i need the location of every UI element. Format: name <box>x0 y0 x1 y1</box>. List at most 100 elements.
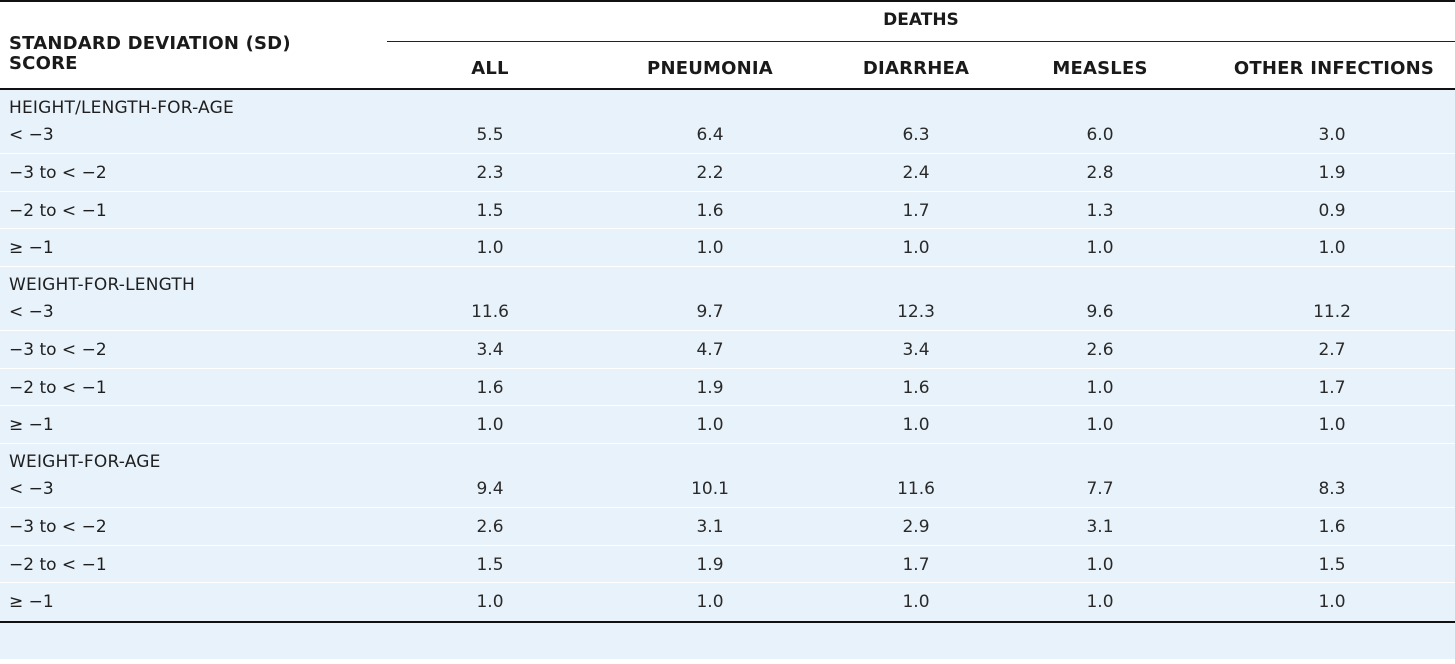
row-label: < −3 <box>9 125 54 145</box>
cell-all: 1.0 <box>476 592 504 612</box>
column-header-measles: MEASLES <box>1052 58 1148 79</box>
section-title-weight-for-age: WEIGHT-FOR-AGE <box>9 452 161 472</box>
row-label: −2 to < −1 <box>9 201 107 221</box>
cell-other-infections: 2.7 <box>1318 340 1346 360</box>
column-header-all: ALL <box>471 58 509 79</box>
cell-pneumonia: 4.7 <box>696 340 724 360</box>
cell-pneumonia: 1.0 <box>696 592 724 612</box>
cell-diarrhea: 1.6 <box>902 378 930 398</box>
table-row: −3 to < −2 2.6 3.1 2.9 3.1 1.6 <box>0 508 1455 546</box>
row-label: −2 to < −1 <box>9 378 107 398</box>
cell-other-infections: 11.2 <box>1313 302 1351 322</box>
cell-diarrhea: 11.6 <box>897 479 935 499</box>
cell-diarrhea: 1.7 <box>902 201 930 221</box>
table-top-rule <box>0 0 1455 2</box>
cell-measles: 2.6 <box>1086 340 1114 360</box>
row-label: −3 to < −2 <box>9 517 107 537</box>
cell-measles: 1.0 <box>1086 238 1114 258</box>
cell-pneumonia: 2.2 <box>696 163 724 183</box>
cell-other-infections: 1.6 <box>1318 517 1346 537</box>
cell-measles: 1.0 <box>1086 378 1114 398</box>
sd-score-column-header: STANDARD DEVIATION (SD) SCORE <box>9 34 291 74</box>
row-label: −2 to < −1 <box>9 555 107 575</box>
cell-all: 9.4 <box>476 479 504 499</box>
cell-measles: 1.0 <box>1086 555 1114 575</box>
cell-diarrhea: 3.4 <box>902 340 930 360</box>
cell-all: 5.5 <box>476 125 504 145</box>
sd-score-header-line1: STANDARD DEVIATION (SD) <box>9 33 291 54</box>
row-label: < −3 <box>9 479 54 499</box>
cell-measles: 9.6 <box>1086 302 1114 322</box>
cell-all: 1.0 <box>476 238 504 258</box>
table-row: −3 to < −2 2.3 2.2 2.4 2.8 1.9 <box>0 154 1455 192</box>
cell-pneumonia: 10.1 <box>691 479 729 499</box>
cell-pneumonia: 1.9 <box>696 378 724 398</box>
cell-other-infections: 1.7 <box>1318 378 1346 398</box>
deaths-group-header: DEATHS <box>883 10 959 30</box>
cell-all: 2.3 <box>476 163 504 183</box>
column-header-other-infections: OTHER INFECTIONS <box>1233 58 1435 79</box>
cell-pneumonia: 3.1 <box>696 517 724 537</box>
table-row: HEIGHT/LENGTH-FOR-AGE < −3 5.5 6.4 6.3 6… <box>0 90 1455 154</box>
table-row: ≥ −1 1.0 1.0 1.0 1.0 1.0 <box>0 406 1455 444</box>
table-row: −3 to < −2 3.4 4.7 3.4 2.6 2.7 <box>0 331 1455 369</box>
table-body: HEIGHT/LENGTH-FOR-AGE < −3 5.5 6.4 6.3 6… <box>0 90 1455 659</box>
cell-other-infections: 8.3 <box>1318 479 1346 499</box>
table-row: ≥ −1 1.0 1.0 1.0 1.0 1.0 <box>0 583 1455 621</box>
table-row: −2 to < −1 1.5 1.9 1.7 1.0 1.5 <box>0 546 1455 583</box>
cell-other-infections: 1.0 <box>1318 592 1346 612</box>
cell-all: 1.6 <box>476 378 504 398</box>
cell-diarrhea: 1.0 <box>902 238 930 258</box>
sd-score-header-line2: SCORE <box>9 53 78 74</box>
table-row: −2 to < −1 1.5 1.6 1.7 1.3 0.9 <box>0 192 1455 229</box>
table-row: −2 to < −1 1.6 1.9 1.6 1.0 1.7 <box>0 369 1455 406</box>
cell-all: 11.6 <box>471 302 509 322</box>
table-row: ≥ −1 1.0 1.0 1.0 1.0 1.0 <box>0 229 1455 267</box>
row-label: ≥ −1 <box>9 592 54 612</box>
row-label: −3 to < −2 <box>9 163 107 183</box>
cell-diarrhea: 1.0 <box>902 592 930 612</box>
cell-measles: 1.0 <box>1086 415 1114 435</box>
cell-all: 1.5 <box>476 201 504 221</box>
cell-other-infections: 3.0 <box>1318 125 1346 145</box>
cell-other-infections: 1.0 <box>1318 415 1346 435</box>
table-header: STANDARD DEVIATION (SD) SCORE DEATHS ALL… <box>0 2 1455 88</box>
cell-measles: 7.7 <box>1086 479 1114 499</box>
cell-diarrhea: 2.4 <box>902 163 930 183</box>
cell-diarrhea: 6.3 <box>902 125 930 145</box>
cell-pneumonia: 1.0 <box>696 415 724 435</box>
table-header-rule <box>0 88 1455 90</box>
cell-other-infections: 0.9 <box>1318 201 1346 221</box>
cell-diarrhea: 2.9 <box>902 517 930 537</box>
cell-all: 1.5 <box>476 555 504 575</box>
cell-measles: 6.0 <box>1086 125 1114 145</box>
cell-diarrhea: 1.7 <box>902 555 930 575</box>
cell-other-infections: 1.9 <box>1318 163 1346 183</box>
cell-measles: 1.3 <box>1086 201 1114 221</box>
cell-other-infections: 1.0 <box>1318 238 1346 258</box>
cell-all: 1.0 <box>476 415 504 435</box>
column-header-pneumonia: PNEUMONIA <box>647 58 773 79</box>
cell-measles: 1.0 <box>1086 592 1114 612</box>
cell-measles: 3.1 <box>1086 517 1114 537</box>
row-label: < −3 <box>9 302 54 322</box>
cell-pneumonia: 1.0 <box>696 238 724 258</box>
table-bottom-rule <box>0 621 1455 623</box>
row-label: −3 to < −2 <box>9 340 107 360</box>
row-label: ≥ −1 <box>9 238 54 258</box>
cell-all: 2.6 <box>476 517 504 537</box>
cell-diarrhea: 1.0 <box>902 415 930 435</box>
section-title-height-length-for-age: HEIGHT/LENGTH-FOR-AGE <box>9 98 234 118</box>
column-header-diarrhea: DIARRHEA <box>862 58 970 79</box>
cell-diarrhea: 12.3 <box>897 302 935 322</box>
cell-pneumonia: 9.7 <box>696 302 724 322</box>
section-title-weight-for-length: WEIGHT-FOR-LENGTH <box>9 275 195 295</box>
deaths-group-rule <box>387 41 1455 42</box>
cell-pneumonia: 1.9 <box>696 555 724 575</box>
cell-pneumonia: 1.6 <box>696 201 724 221</box>
cell-measles: 2.8 <box>1086 163 1114 183</box>
cell-pneumonia: 6.4 <box>696 125 724 145</box>
row-label: ≥ −1 <box>9 415 54 435</box>
table-row: WEIGHT-FOR-AGE < −3 9.4 10.1 11.6 7.7 8.… <box>0 444 1455 508</box>
cell-all: 3.4 <box>476 340 504 360</box>
